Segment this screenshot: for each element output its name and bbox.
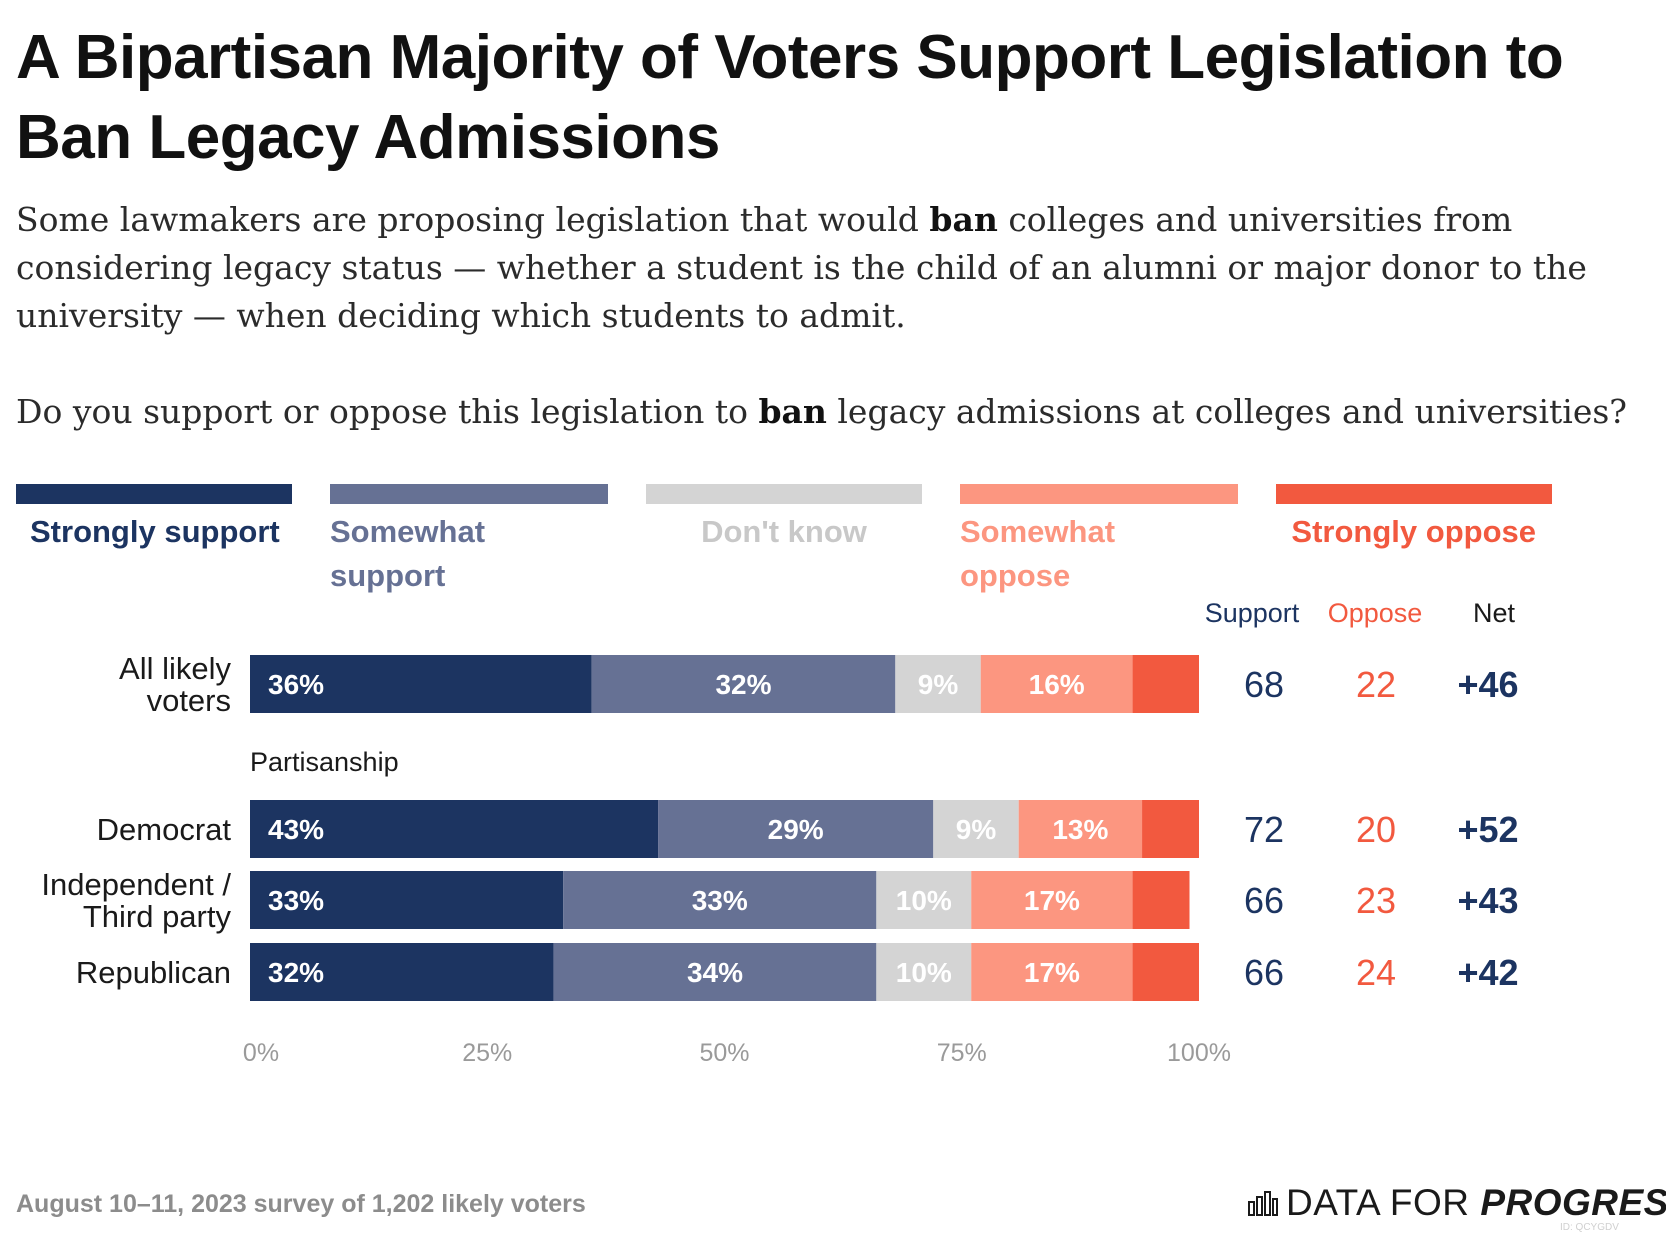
chart-description: Some lawmakers are proposing legislation… <box>16 196 1656 340</box>
row-label: Republican <box>76 955 231 990</box>
oppose-header: Oppose <box>1328 598 1423 628</box>
bar-data-label: 32% <box>268 957 324 988</box>
bar-data-label: 13% <box>1052 814 1108 845</box>
legend-swatch-strongly-oppose <box>1276 484 1552 504</box>
chart-title: A Bipartisan Majority of Voters Support … <box>16 23 1564 172</box>
legend-label-dont-know: Don't know <box>701 514 867 549</box>
bar-segment-strongly-oppose <box>1132 655 1199 713</box>
brand-light-text: DATA FOR <box>1286 1182 1481 1224</box>
support-value: 66 <box>1244 880 1284 921</box>
net-value: +52 <box>1457 809 1518 850</box>
support-value: 72 <box>1244 809 1284 850</box>
bar-data-label: 9% <box>918 669 959 700</box>
bar-segment-somewhat-oppose <box>971 943 1133 1001</box>
support-value: 68 <box>1244 664 1284 705</box>
legend-label-somewhat-support: Somewhat support <box>330 514 486 593</box>
bar-data-label: 33% <box>268 885 324 916</box>
bar-chart-icon <box>1248 1191 1278 1217</box>
bar-segment-strongly-oppose <box>1132 943 1199 1001</box>
row-label: All likely <box>119 651 231 686</box>
support-value: 66 <box>1244 952 1284 993</box>
bar-data-label: 29% <box>768 814 824 845</box>
bar-data-label: 43% <box>268 814 324 845</box>
row-label: Third party <box>83 899 232 934</box>
oppose-value: 24 <box>1356 952 1396 993</box>
bar-segment-strongly-support <box>250 943 554 1001</box>
bar-data-label: 34% <box>687 957 743 988</box>
bar-segment-somewhat-support <box>563 871 877 929</box>
bar-segment-strongly-support <box>250 655 592 713</box>
support-header: Support <box>1205 598 1300 628</box>
bar-segment-dont-know <box>876 943 972 1001</box>
bar-segment-dont-know <box>933 800 1019 858</box>
bar-segment-somewhat-support <box>658 800 934 858</box>
bar-data-label: 36% <box>268 669 324 700</box>
bar-data-label: 9% <box>956 814 997 845</box>
x-tick-label: 50% <box>699 1039 749 1067</box>
bar-data-label: 33% <box>692 885 748 916</box>
brand-bold-text: PROGRESS <box>1480 1182 1666 1224</box>
bar-data-label: 10% <box>896 957 952 988</box>
question-part-1: Do you support or oppose this legislatio… <box>16 392 759 431</box>
bar-segment-dont-know <box>876 871 972 929</box>
legend-swatch-somewhat-support <box>330 484 608 504</box>
row-label: voters <box>147 683 231 718</box>
legend-label-somewhat-oppose: Somewhat oppose <box>960 514 1116 593</box>
legend-swatch-somewhat-oppose <box>960 484 1238 504</box>
x-tick-label: 0% <box>243 1039 279 1067</box>
section-label-partisanship: Partisanship <box>250 747 399 777</box>
survey-footnote: August 10–11, 2023 survey of 1,202 likel… <box>16 1190 586 1218</box>
net-value: +43 <box>1457 880 1518 921</box>
bar-segment-strongly-oppose <box>1142 800 1199 858</box>
bar-data-label: 32% <box>715 669 771 700</box>
net-value: +42 <box>1457 952 1518 993</box>
bar-data-label: 10% <box>896 885 952 916</box>
x-tick-label: 75% <box>937 1039 987 1067</box>
description-part-2: colleges and universities from consideri… <box>16 200 1587 335</box>
legend-swatch-dont-know <box>646 484 922 504</box>
legend-label-strongly-oppose: Strongly oppose <box>1291 514 1536 549</box>
question-part-2: legacy admissions at colleges and univer… <box>826 392 1627 431</box>
bar-data-label: 16% <box>1029 669 1085 700</box>
bar-data-label: 17% <box>1024 885 1080 916</box>
net-header: Net <box>1473 598 1516 628</box>
legend-swatch-strongly-support <box>16 484 292 504</box>
oppose-value: 22 <box>1356 664 1396 705</box>
description-bold: ban <box>929 200 998 239</box>
bar-segment-strongly-oppose <box>1132 871 1190 929</box>
bar-segment-dont-know <box>895 655 981 713</box>
row-label: Independent / <box>41 867 231 902</box>
bar-segment-somewhat-oppose <box>971 871 1133 929</box>
bar-data-label: 17% <box>1024 957 1080 988</box>
row-label: Democrat <box>97 812 232 847</box>
bar-segment-somewhat-support <box>553 943 877 1001</box>
brand-logo: DATA FOR PROGRESS <box>1248 1180 1666 1224</box>
bar-segment-somewhat-oppose <box>1018 800 1143 858</box>
chart-id: ID: QCYGDV <box>1560 1222 1619 1233</box>
x-tick-label: 25% <box>462 1039 512 1067</box>
oppose-value: 20 <box>1356 809 1396 850</box>
legend-label-strongly-support: Strongly support <box>30 514 280 549</box>
bar-segment-somewhat-oppose <box>980 655 1133 713</box>
description-part-1: Some lawmakers are proposing legislation… <box>16 200 930 239</box>
question-bold: ban <box>758 392 827 431</box>
bar-segment-strongly-support <box>250 800 659 858</box>
survey-question: Do you support or oppose this legislatio… <box>16 388 1656 436</box>
net-value: +46 <box>1457 664 1518 705</box>
oppose-value: 23 <box>1356 880 1396 921</box>
bar-segment-somewhat-support <box>591 655 896 713</box>
bar-segment-strongly-support <box>250 871 564 929</box>
x-tick-label: 100% <box>1167 1039 1231 1067</box>
